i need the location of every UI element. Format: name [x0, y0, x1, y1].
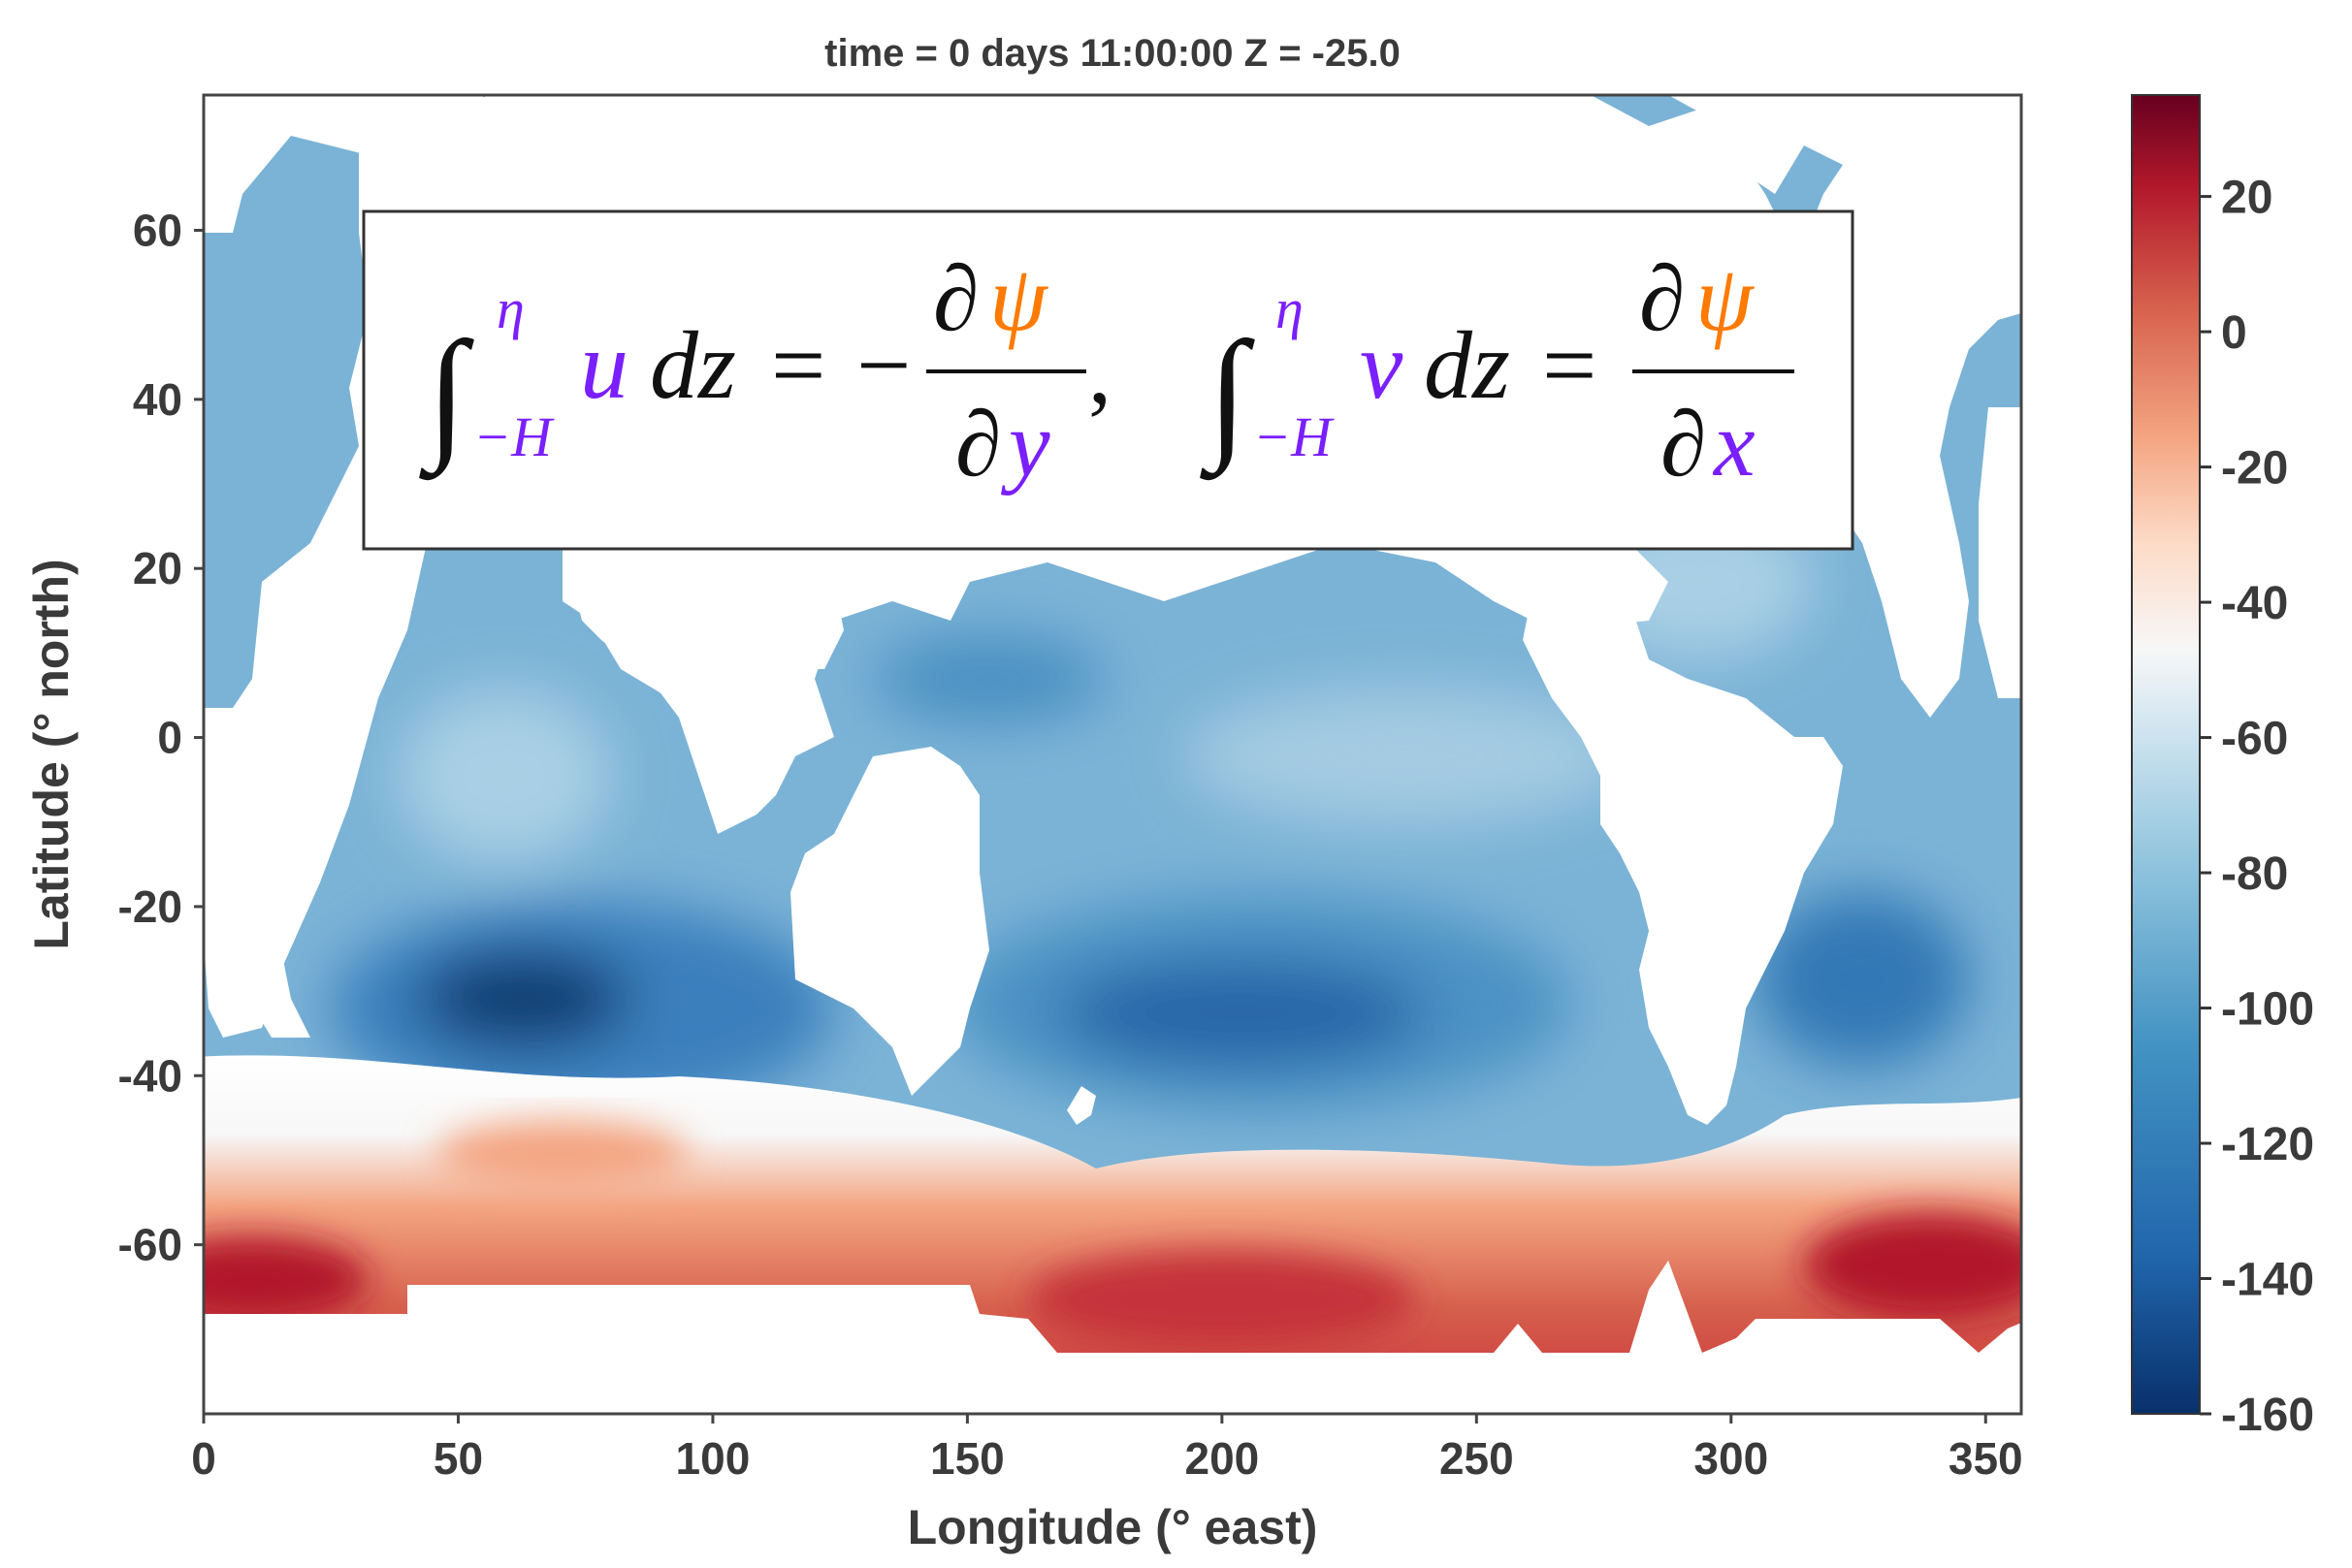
x-tick-label: 350 — [1949, 1433, 2023, 1484]
x-tick-label: 200 — [1184, 1433, 1259, 1484]
colorbar-tick-label: -120 — [2221, 1119, 2314, 1170]
pacific-light-patch — [1183, 688, 1629, 824]
denominator-partial-1: ∂ — [955, 392, 1001, 496]
lower-limit-2: −H — [1253, 405, 1335, 468]
south-pacific-core — [1057, 960, 1426, 1067]
colorbar-tick-label: -40 — [2221, 578, 2288, 629]
x-tick-label: 150 — [930, 1433, 1005, 1484]
equals-2: = — [1542, 311, 1596, 419]
colorbar-tick-label: -140 — [2221, 1255, 2314, 1306]
land-east-atlantic — [1979, 407, 2021, 698]
tropical-light-patch — [398, 688, 611, 863]
land-antarctica — [204, 1261, 2021, 1414]
hotspot-central — [1028, 1251, 1416, 1348]
equals-1: = — [771, 311, 825, 419]
integral-sign-2: ∫ — [1200, 312, 1255, 481]
numerator-partial-1: ∂ — [933, 246, 979, 350]
denominator-partial-2: ∂ — [1660, 392, 1706, 496]
y-tick-label: -60 — [118, 1220, 182, 1270]
x-axis-label: Longitude (° east) — [908, 1500, 1318, 1554]
integral-sign-1: ∫ — [419, 312, 474, 481]
colorbar-tick-label: -160 — [2221, 1390, 2314, 1441]
colorbar-tick-label: 0 — [2221, 307, 2247, 359]
integrand-v: v — [1360, 311, 1403, 419]
chart-title: time = 0 days 11:00:00 Z = -25.0 — [824, 32, 1401, 75]
x-tick-label: 0 — [191, 1433, 216, 1484]
lower-limit-2-value: −H — [1253, 405, 1335, 468]
y-tick-label: -20 — [118, 881, 182, 932]
y-tick-label: 20 — [133, 543, 182, 593]
y-tick-label: -40 — [118, 1050, 182, 1101]
colorbar-tick-label: -20 — [2221, 443, 2288, 495]
equation-frame — [362, 209, 1854, 551]
land-india-arabia — [563, 543, 844, 698]
southern-ocean-hotspots — [204, 1120, 2021, 1348]
equation-right: ∫ η −H v dz = ∂ ψ ∂ x — [1200, 246, 1794, 496]
x-tick-label: 300 — [1693, 1433, 1768, 1484]
y-tick-label: 60 — [133, 205, 182, 255]
south-atlantic-core — [1756, 892, 1969, 1067]
land-americas — [1523, 543, 1843, 1125]
hotspot-east — [1804, 1212, 2021, 1319]
numerator-partial-2: ∂ — [1639, 246, 1685, 350]
numerator-psi-1: ψ — [989, 246, 1048, 350]
lower-limit-1-value: −H — [473, 405, 555, 468]
y-tick-label: 40 — [133, 374, 182, 425]
colorbar-ticks: -160 -140 -120 -100 -80 -60 -40 -20 0 20 — [2200, 173, 2314, 1441]
x-axis-ticks: 0 50 100 150 200 250 300 350 — [191, 1414, 2023, 1484]
x-tick-label: 50 — [434, 1433, 483, 1484]
equation-left: ∫ η −H u dz = − ∂ ψ ∂ y , — [419, 246, 1112, 496]
denominator-x: x — [1712, 392, 1756, 496]
land-greenland — [1891, 95, 1998, 194]
denominator-y: y — [1000, 392, 1050, 496]
minus-1: − — [856, 311, 911, 419]
x-tick-label: 100 — [676, 1433, 751, 1484]
x-tick-label: 250 — [1439, 1433, 1514, 1484]
differential-1: dz — [650, 311, 736, 419]
y-axis-label: Latitude (° north) — [24, 559, 79, 949]
land-africa — [204, 708, 310, 1038]
land-australia — [790, 747, 989, 1096]
colorbar-tick-label: -100 — [2221, 984, 2314, 1036]
hotspot-west — [204, 1236, 369, 1324]
north-indian-dark — [873, 635, 1106, 722]
colorbar: -160 -140 -120 -100 -80 -60 -40 -20 0 20 — [2131, 94, 2314, 1441]
south-indian-core — [417, 950, 630, 1047]
land-newzealand — [1067, 1086, 1096, 1125]
colorbar-tick-label: -60 — [2221, 714, 2288, 765]
plot-frame — [202, 93, 2023, 1416]
integrand-u: u — [580, 311, 628, 419]
differential-2: dz — [1424, 311, 1510, 419]
equation-box: ∫ η −H u dz = − ∂ ψ ∂ y , ∫ η −H v dz = … — [362, 209, 1854, 551]
numerator-psi-2: ψ — [1695, 246, 1755, 350]
upper-limit-2: η — [1275, 277, 1304, 340]
lower-limit-1: −H — [473, 405, 555, 468]
colorbar-tick-label: 20 — [2221, 173, 2272, 224]
colorbar-gradient — [2131, 94, 2201, 1415]
comma: , — [1088, 319, 1112, 423]
colorbar-tick-label: -80 — [2221, 848, 2288, 900]
hotspot-light — [436, 1120, 689, 1188]
y-axis-ticks: -60 -40 -20 0 20 40 60 — [118, 205, 204, 1270]
upper-limit-1: η — [497, 277, 525, 340]
y-tick-label: 0 — [157, 713, 182, 763]
